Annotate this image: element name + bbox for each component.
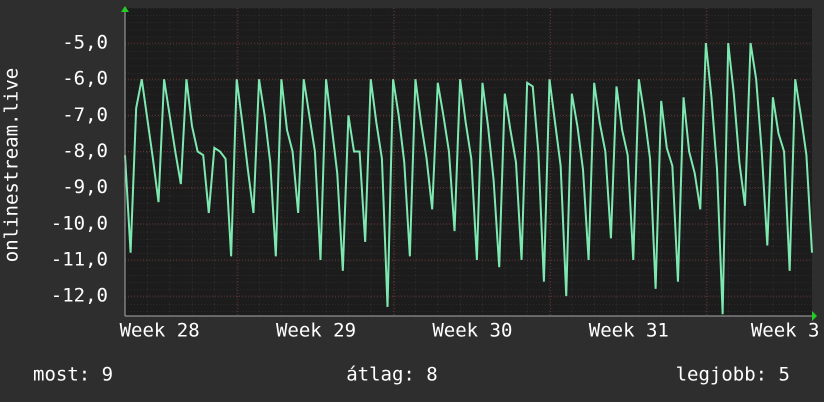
x-tick-label: Week 29 bbox=[276, 320, 356, 342]
stat-best: legjobb: 5 bbox=[676, 364, 790, 386]
data-line bbox=[124, 42, 813, 315]
y-arrow bbox=[121, 6, 129, 12]
x-arrow bbox=[812, 311, 817, 321]
y-tick-label: -5,0 bbox=[62, 32, 108, 54]
stat-current: most: 9 bbox=[33, 364, 113, 386]
x-tick-label: Week 3 bbox=[751, 320, 820, 342]
y-tick-label: -6,0 bbox=[62, 68, 108, 90]
y-tick-label: -12,0 bbox=[51, 285, 108, 307]
x-tick-label: Week 28 bbox=[120, 320, 200, 342]
y-tick-label: -7,0 bbox=[62, 104, 108, 126]
y-tick-label: -8,0 bbox=[62, 140, 108, 162]
y-tick-label: -11,0 bbox=[51, 248, 108, 270]
minor-grid bbox=[125, 8, 812, 316]
x-tick-label: Week 31 bbox=[589, 320, 669, 342]
x-tick-label: Week 30 bbox=[432, 320, 512, 342]
y-tick-label: -9,0 bbox=[62, 176, 108, 198]
stat-average: átlag: 8 bbox=[346, 364, 438, 386]
y-axis-label: onlinestream.live bbox=[1, 68, 23, 262]
y-tick-label: -10,0 bbox=[51, 212, 108, 234]
